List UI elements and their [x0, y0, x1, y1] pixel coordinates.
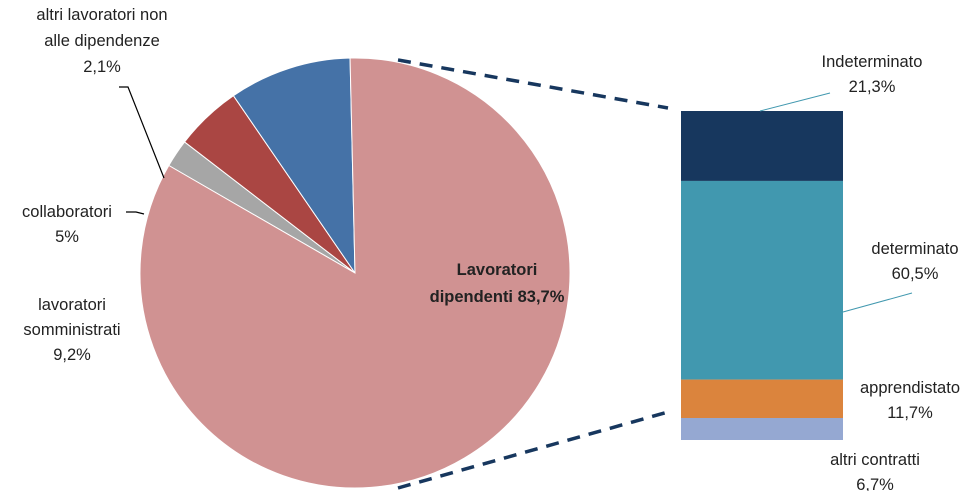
stacked-bar: [681, 111, 843, 440]
pie-slice-lavoratori-dipendenti: [139, 57, 571, 489]
label-altri-lavoratori: altri lavoratori non alle dipendenze 2,1%: [36, 6, 167, 76]
leader-altri-lavoratori: [119, 86, 165, 179]
label-apprendistato-line: 11,7%: [887, 404, 933, 422]
bar-segment-altri-contratti: [681, 418, 843, 440]
label-altri-contratti-line: 6,7%: [856, 476, 894, 491]
label-apprendistato-line: apprendistato: [860, 379, 960, 397]
label-altri-lavoratori-line: altri lavoratori non: [36, 6, 167, 24]
label-indeterminato-line: Indeterminato: [822, 53, 923, 71]
label-lavoratori-somministrati-line: 9,2%: [53, 346, 91, 364]
pie-slices: [139, 57, 571, 489]
label-altri-lavoratori-line: 2,1%: [83, 58, 121, 76]
label-apprendistato: apprendistato 11,7%: [860, 379, 960, 422]
label-altri-contratti-line: altri contratti: [830, 451, 920, 469]
bar-segment-indeterminato: [681, 111, 843, 181]
label-lavoratori-dipendenti-line: Lavoratori: [457, 261, 538, 279]
leader-collaboratori: [126, 211, 145, 215]
leader-determinato: [842, 292, 913, 313]
label-lavoratori-dipendenti-line: dipendenti 83,7%: [430, 288, 565, 306]
leader-indeterminato: [759, 92, 831, 112]
label-lavoratori-somministrati: lavoratori somministrati 9,2%: [23, 296, 120, 364]
label-collaboratori: collaboratori 5%: [22, 203, 112, 246]
label-lavoratori-somministrati-line: somministrati: [23, 321, 120, 339]
connector-top-line: [397, 58, 669, 110]
bar-segment-apprendistato: [681, 379, 843, 418]
label-determinato: determinato 60,5%: [871, 240, 958, 283]
label-altri-contratti: altri contratti 6,7%: [830, 451, 920, 491]
label-indeterminato-line: 21,3%: [849, 78, 896, 96]
label-determinato-line: 60,5%: [892, 265, 939, 283]
bar-segment-determinato: [681, 180, 843, 380]
label-collaboratori-line: 5%: [55, 228, 79, 246]
label-determinato-line: determinato: [871, 240, 958, 258]
label-lavoratori-somministrati-line: lavoratori: [38, 296, 106, 314]
pie-slice-lavoratori-somministrati: [232, 57, 356, 275]
label-altri-lavoratori-line: alle dipendenze: [44, 32, 160, 50]
connector-bottom-line: [397, 410, 669, 490]
label-lavoratori-dipendenti: Lavoratori dipendenti 83,7%: [430, 261, 565, 306]
label-indeterminato: Indeterminato 21,3%: [822, 53, 923, 96]
label-collaboratori-line: collaboratori: [22, 203, 112, 221]
